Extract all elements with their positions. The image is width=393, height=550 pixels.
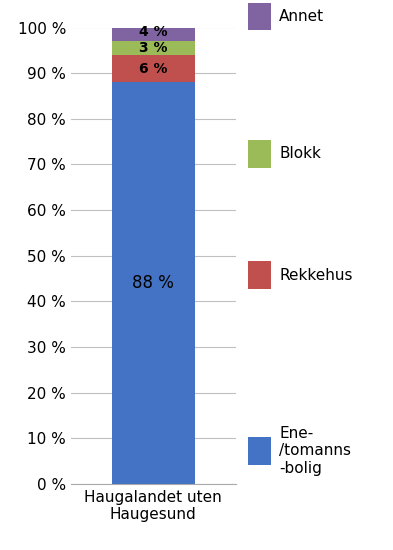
Text: 3 %: 3 % [139,41,167,55]
Text: Ene-
/tomanns
-bolig: Ene- /tomanns -bolig [279,426,351,476]
Text: 88 %: 88 % [132,274,174,292]
Text: Annet: Annet [279,9,324,24]
Text: Blokk: Blokk [279,146,321,162]
Bar [112,41,195,55]
Text: 4 %: 4 % [139,25,167,39]
Text: Rekkehus: Rekkehus [279,267,353,283]
Text: 6 %: 6 % [139,62,167,75]
Bar [112,23,195,41]
Bar [112,55,195,82]
Bar [112,82,195,484]
